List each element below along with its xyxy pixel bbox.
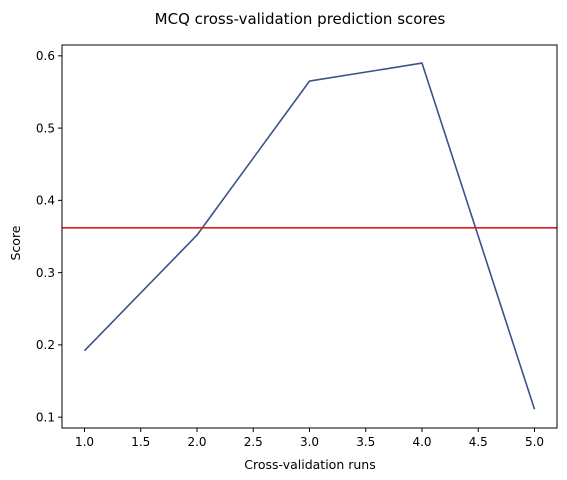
series-line-0 <box>83 62 536 410</box>
x-tick-label: 2.5 <box>244 435 263 449</box>
y-tick-label: 0.6 <box>36 49 55 63</box>
plot-frame <box>61 44 558 429</box>
y-axis-label: Score <box>8 225 23 260</box>
x-tick-label: 3.0 <box>300 435 319 449</box>
x-axis-label: Cross-validation runs <box>244 457 375 472</box>
x-axis: 1.0 1.5 2.0 2.5 3.0 3.5 4.0 4.5 5.0 <box>75 428 544 449</box>
x-tick-label: 4.0 <box>412 435 431 449</box>
y-tick-label: 0.2 <box>36 338 55 352</box>
chart-title: MCQ cross-validation prediction scores <box>155 10 446 28</box>
y-tick-label: 0.4 <box>36 194 55 208</box>
x-tick-label: 5.0 <box>525 435 544 449</box>
plot-area <box>61 44 558 429</box>
x-tick-label: 2.0 <box>187 435 206 449</box>
x-tick-label: 4.5 <box>469 435 488 449</box>
y-axis: 0.1 0.2 0.3 0.4 0.5 0.6 <box>36 49 62 424</box>
x-tick-label: 1.0 <box>75 435 94 449</box>
x-tick-label: 1.5 <box>131 435 150 449</box>
y-tick-label: 0.3 <box>36 266 55 280</box>
y-tick-label: 0.1 <box>36 410 55 424</box>
x-tick-label: 3.5 <box>356 435 375 449</box>
y-tick-label: 0.5 <box>36 121 55 135</box>
